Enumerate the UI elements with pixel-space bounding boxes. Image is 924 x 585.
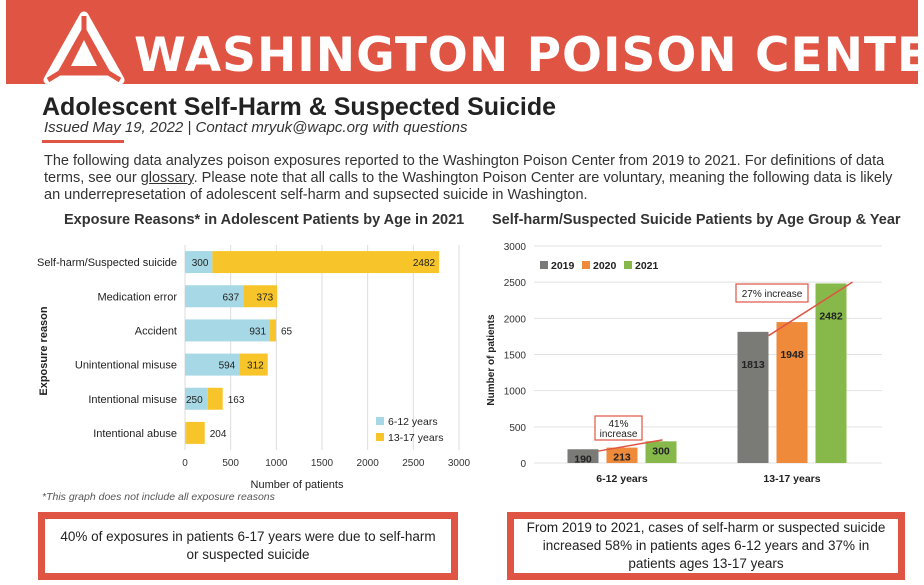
category-label: Intentional misuse — [88, 394, 177, 406]
data-label: 2482 — [819, 310, 843, 322]
annotation-box — [594, 415, 643, 441]
legend-swatch — [582, 261, 590, 269]
bar-segment — [207, 387, 223, 410]
data-label: 250 — [186, 395, 203, 406]
bar-segment — [186, 421, 205, 444]
bar-segment — [239, 353, 268, 376]
left-chart-title: Exposure Reasons* in Adolescent Patients… — [64, 212, 465, 228]
intro-text-start: The following data analyzes poison expos… — [44, 153, 885, 186]
data-label: 594 — [219, 361, 236, 372]
legend-label: 2019 — [551, 260, 575, 272]
x-tick-label: 2000 — [357, 458, 380, 469]
data-label: 931 — [249, 326, 266, 337]
page-title: Adolescent Self-Harm & Suspected Suicide — [42, 93, 557, 121]
data-label: 1948 — [780, 349, 804, 361]
x-tick-label: 2500 — [402, 458, 425, 469]
legend-swatch — [624, 261, 632, 269]
x-tick-label: 3000 — [448, 458, 470, 469]
data-label: 213 — [613, 452, 631, 464]
bar — [567, 449, 599, 463]
annotation-text: 41% — [608, 419, 628, 430]
issued-line: Issued May 19, 2022 | Contact mryuk@wapc… — [44, 119, 468, 136]
callout-right-text: From 2019 to 2021, cases of self-harm or… — [526, 520, 886, 571]
title-divider — [42, 140, 124, 143]
annotation-text: 27% increase — [742, 289, 803, 300]
bar-segment — [185, 353, 240, 376]
legend-swatch — [376, 417, 384, 425]
data-label: 637 — [222, 292, 239, 303]
x-tick-label: 1500 — [311, 458, 334, 469]
x-axis-title: Number of patients — [251, 479, 344, 491]
legend-label: 2021 — [635, 260, 659, 272]
bar — [815, 283, 847, 463]
brand-name: WASHINGTON POISON CENTER — [134, 28, 918, 83]
category-label: 13-17 years — [763, 473, 820, 485]
bar-segment — [185, 285, 244, 308]
bar-segment — [185, 319, 271, 342]
exposure-reasons-chart: 0 500 1000 1500 2000 2500 3000 Number of patien… — [37, 245, 470, 491]
bar-segment — [185, 251, 213, 274]
bar — [645, 441, 677, 463]
legend-swatch — [376, 433, 384, 441]
y-tick-label: 0 — [520, 459, 526, 470]
x-tick-label: 500 — [222, 458, 239, 469]
category-label: Accident — [135, 325, 177, 337]
trend-line — [768, 281, 853, 337]
x-tick-label: 1000 — [265, 458, 288, 469]
legend-swatch — [540, 261, 548, 269]
data-label: 190 — [574, 453, 592, 465]
y-tick-label: 1000 — [504, 387, 527, 398]
data-label: 65 — [281, 326, 293, 337]
data-label: 2482 — [413, 258, 436, 269]
callout-left-text: 40% of exposures in patients 6-17 years … — [60, 529, 436, 562]
category-label: Intentional abuse — [93, 428, 177, 440]
data-label: 204 — [210, 429, 227, 440]
bar — [776, 322, 808, 463]
data-label: 163 — [228, 395, 245, 406]
intro-paragraph: The following data analyzes poison expos… — [44, 153, 894, 204]
legend-label: 6-12 years — [388, 416, 438, 428]
bar-segment — [185, 387, 208, 410]
y-tick-label: 1500 — [504, 351, 527, 362]
category-label: Medication error — [98, 291, 178, 303]
annotation-box — [735, 283, 809, 303]
bar — [606, 447, 638, 463]
bar-segment — [185, 421, 187, 444]
category-label: 6-12 years — [596, 473, 648, 485]
bar — [737, 331, 769, 463]
intro-text-end: . Please note that all calls to the Wash… — [44, 170, 893, 203]
data-label: 373 — [257, 292, 274, 303]
y-tick-label: 3000 — [504, 242, 527, 253]
legend-label: 2020 — [593, 260, 617, 272]
category-label: Unintentional misuse — [75, 360, 177, 372]
y-tick-label: 2500 — [504, 278, 527, 289]
x-tick-label: 0 — [182, 458, 188, 469]
trend-line — [598, 439, 663, 452]
header-banner: WASHINGTON POISON CENTER — [6, 0, 918, 84]
data-label: 300 — [652, 445, 670, 457]
callout-right: From 2019 to 2021, cases of self-harm or… — [507, 512, 905, 580]
patients-by-age-year-chart: 0 500 1000 1500 2000 2500 3000 Number of patien… — [486, 242, 882, 485]
data-label: 1813 — [741, 359, 765, 371]
legend-label: 13-17 years — [388, 432, 443, 444]
bar-segment — [243, 285, 278, 308]
y-tick-label: 500 — [509, 423, 526, 434]
callout-left: 40% of exposures in patients 6-17 years … — [38, 512, 458, 580]
y-axis-title: Number of patients — [486, 314, 497, 406]
bar-segment — [212, 251, 440, 274]
poison-center-logo-icon — [43, 11, 125, 84]
chart-footnote: *This graph does not include all exposur… — [42, 491, 275, 503]
category-label: Self-harm/Suspected suicide — [37, 257, 177, 269]
bar-segment — [270, 319, 276, 342]
data-label: 312 — [247, 361, 264, 372]
y-tick-label: 2000 — [504, 314, 527, 325]
data-label: 300 — [192, 258, 209, 269]
glossary-link[interactable]: glossary — [140, 170, 194, 186]
y-axis-title: Exposure reason — [38, 306, 50, 396]
right-chart-title: Self-harm/Suspected Suicide Patients by … — [492, 212, 901, 228]
annotation-text: increase — [600, 429, 638, 440]
